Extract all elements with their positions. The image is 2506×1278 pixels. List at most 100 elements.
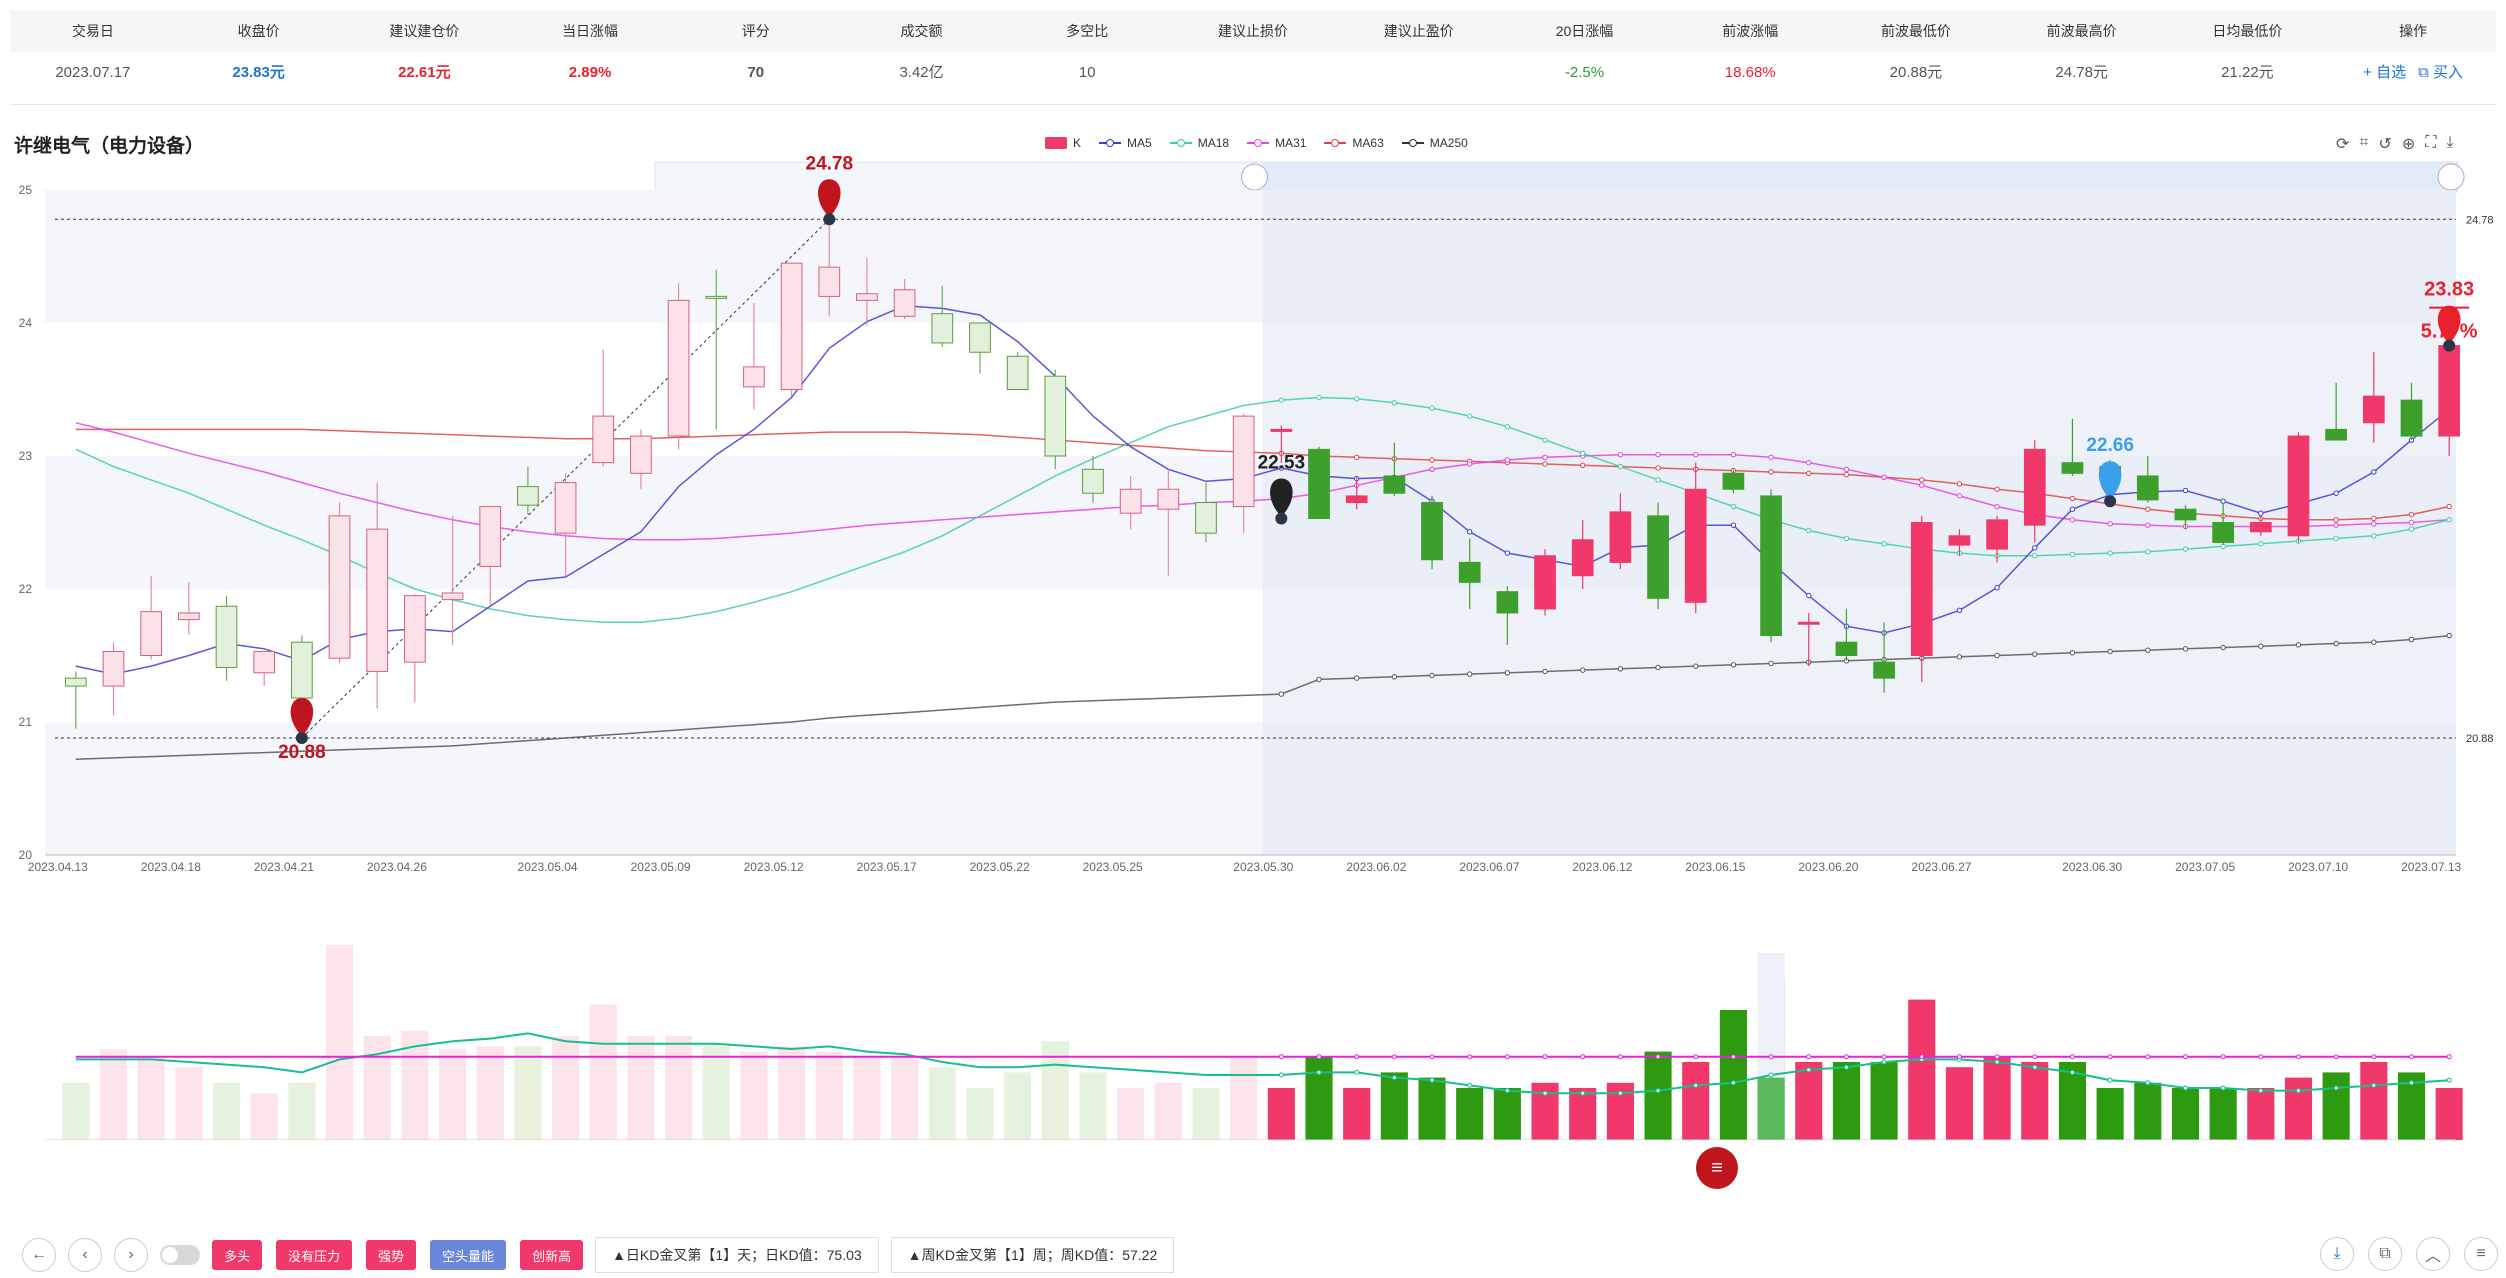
- candle: [2438, 329, 2461, 456]
- ma63-point: [2446, 503, 2452, 510]
- toggle-switch[interactable]: [160, 1245, 200, 1265]
- menu-icon[interactable]: ≡: [1696, 1147, 1738, 1189]
- ma18-point: [2032, 553, 2038, 559]
- vol_ma-point: [1655, 1088, 1661, 1094]
- vol_ma-point: [1467, 1082, 1473, 1088]
- vol_ma2-point: [1730, 1054, 1736, 1060]
- candle-body: [2212, 522, 2234, 543]
- arrow-left-icon[interactable]: ←: [22, 1238, 56, 1272]
- candle: [1232, 413, 1255, 534]
- candle: [404, 594, 426, 703]
- download-icon[interactable]: ⤓: [2320, 1237, 2354, 1271]
- add-watchlist-button[interactable]: + 自选: [2363, 64, 2407, 81]
- candle: [1948, 529, 1971, 556]
- ma250-point: [2333, 640, 2339, 647]
- ma5-point: [2258, 510, 2264, 516]
- volume-bar: [1004, 1072, 1032, 1140]
- volume-bar: [1117, 1088, 1145, 1140]
- vol_ma2-point: [2182, 1054, 2188, 1060]
- vol_ma2-point: [2295, 1054, 2301, 1060]
- ma63-point: [2408, 511, 2415, 518]
- kd-weekly-status: ▲周KD金叉第【1】周；周KD值：57.22: [890, 1237, 1175, 1273]
- volume-bar: [589, 1004, 617, 1140]
- vol_ma-point: [1730, 1080, 1736, 1086]
- volume-bar: [853, 1056, 881, 1140]
- table-cell: 2023.07.17: [55, 64, 131, 81]
- candle: [1270, 425, 1293, 463]
- candle: [2400, 382, 2423, 441]
- volume-bar: [1456, 1088, 1484, 1140]
- candle-body: [1609, 511, 1632, 563]
- volume-bar: [212, 1082, 241, 1140]
- candle-body: [441, 592, 464, 601]
- legend-item-k[interactable]: K: [1045, 136, 1081, 150]
- table-actions: + 自选 ⧉ 买入: [2330, 48, 2496, 98]
- right-actions: ⤓ ⧉ ︿ ≡: [2320, 1237, 2498, 1271]
- legend-item-ma63[interactable]: MA63: [1324, 136, 1384, 150]
- volume-bar: [2284, 1077, 2313, 1140]
- ma63-point: [1843, 471, 1850, 478]
- legend-item-ma5[interactable]: MA5: [1099, 136, 1152, 150]
- legend-item-ma250[interactable]: MA250: [1401, 136, 1468, 150]
- magnet-icon[interactable]: ⊕: [2401, 136, 2416, 153]
- ma63-point: [1768, 469, 1774, 475]
- ma31-point: [1617, 451, 1624, 458]
- volume-bar: [2247, 1088, 2275, 1140]
- signal-tag[interactable]: 强势: [366, 1240, 417, 1270]
- signal-tag[interactable]: 创新高: [520, 1240, 584, 1270]
- legend-label: MA18: [1197, 136, 1230, 150]
- candle: [1157, 469, 1180, 576]
- volume-bar: [2134, 1082, 2162, 1140]
- volume-bar: [815, 1051, 843, 1140]
- marker-pin: [1270, 478, 1293, 517]
- candle: [177, 582, 200, 635]
- volume-bar: [2360, 1062, 2388, 1140]
- crop-icon[interactable]: ⌗: [2359, 134, 2369, 151]
- menu-icon[interactable]: ≡: [2464, 1237, 2498, 1271]
- marker-pin: [2437, 305, 2461, 344]
- fullscreen-icon[interactable]: ⛶: [2425, 134, 2437, 151]
- candle: [1684, 462, 1707, 613]
- volume-bar: [514, 1046, 542, 1140]
- volume-bar: [175, 1067, 203, 1140]
- signal-tag[interactable]: 没有压力: [276, 1240, 353, 1270]
- volume-bar: [1832, 1062, 1860, 1140]
- signal-tag[interactable]: 空头量能: [430, 1240, 507, 1270]
- copy-icon[interactable]: ⧉: [2368, 1237, 2402, 1271]
- x-tick-label: 2023.06.02: [1346, 860, 1406, 874]
- price-marker: 22.53: [1258, 453, 1305, 525]
- marker-pin: [290, 697, 314, 736]
- chevron-left-icon[interactable]: ‹: [68, 1238, 102, 1272]
- buy-button[interactable]: ⧉ 买入: [2418, 64, 2464, 81]
- arrow-up-icon[interactable]: ︿: [2416, 1237, 2450, 1271]
- refresh-icon[interactable]: ⟳: [2336, 136, 2350, 153]
- ma18-point: [1504, 424, 1511, 430]
- restore-icon[interactable]: ↺: [2378, 136, 2392, 153]
- x-tick-label: 2023.05.12: [744, 860, 804, 874]
- table-header-cell: 当日涨幅: [562, 23, 619, 39]
- chevron-right-icon[interactable]: ›: [114, 1238, 148, 1272]
- legend-item-ma31[interactable]: MA31: [1247, 136, 1306, 150]
- candle-body: [1534, 555, 1556, 610]
- candle-body: [253, 651, 276, 674]
- x-tick-label: 2023.07.13: [2401, 860, 2461, 874]
- candle-body: [1722, 472, 1745, 490]
- ma31-point: [2371, 521, 2377, 527]
- volume-bar: [2171, 1088, 2200, 1140]
- ma18-point: [1843, 535, 1850, 542]
- candle-body: [215, 605, 238, 668]
- zoom-window: [1262, 162, 2458, 192]
- candle-body: [102, 651, 125, 687]
- volume-bar: [1230, 1056, 1258, 1140]
- kline-chart[interactable]: 20 21 22 23 24 25 2023.04.13 2023.04.18 2023.04.…: [0, 140, 2506, 1140]
- candle-body: [1006, 355, 1029, 390]
- vol_ma2-point: [2032, 1054, 2038, 1060]
- vol_ma2-point: [1881, 1054, 1887, 1060]
- ma31-point: [1919, 482, 1925, 488]
- candle-body: [64, 677, 87, 687]
- signal-tag[interactable]: 多头: [212, 1240, 263, 1270]
- download-icon[interactable]: ⤓: [2446, 134, 2454, 151]
- ma5-point: [1806, 592, 1812, 599]
- legend-item-ma18[interactable]: MA18: [1169, 136, 1230, 150]
- candle: [931, 285, 954, 347]
